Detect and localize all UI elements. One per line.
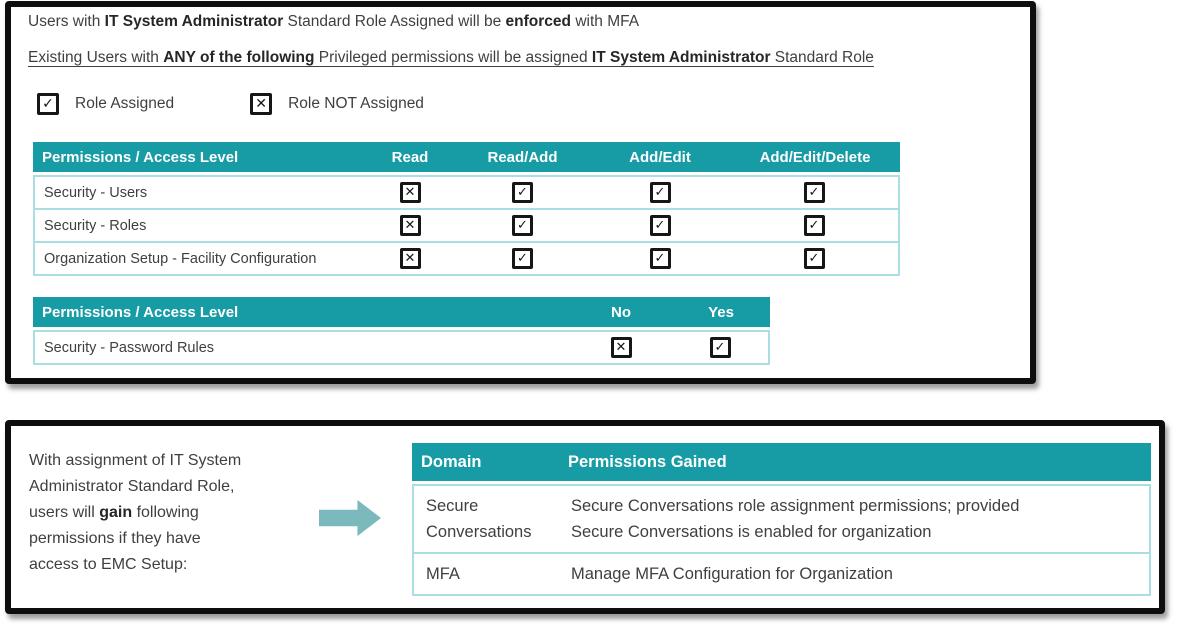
checkbox-cell: ✓ [672,330,770,365]
description-line: access to EMC Setup: [29,552,241,578]
checkbox-cell: ✓ [730,175,900,210]
legend-item: ✕ Role NOT Assigned [250,93,424,115]
text-segment: Standard Role [770,49,874,66]
description-line: Administrator Standard Role, [29,474,241,500]
checkbox-checked-icon: ✓ [512,248,533,269]
row-label: Security - Roles [33,210,365,243]
gain-description: With assignment of IT System Administrato… [29,448,241,578]
checkbox-cell: ✓ [730,243,900,276]
description-line: With assignment of IT System [29,448,241,474]
mfa-enforcement-text: Users with IT System Administrator Stand… [28,13,639,31]
text-segment: permissions if they have [29,530,201,547]
text-segment: Users with [28,13,105,30]
checkbox-checked-icon: ✓ [37,93,59,115]
password-rules-table: Permissions / Access Level No Yes Security … [33,297,770,365]
text-segment: gain [99,504,133,521]
domain-cell: MFA [412,554,559,596]
checkbox-cell: ✕ [365,175,455,210]
column-header: Permissions Gained [559,443,1151,484]
legend-item: ✓ Role Assigned [37,93,174,115]
description-line: users will gain following [29,500,241,526]
table-row: Security - Password Rules ✕ ✓ [33,330,770,365]
checkbox-checked-icon: ✓ [512,215,533,236]
column-header: Yes [672,297,770,330]
table-row: Security - Users ✕ ✓ ✓ ✓ [33,175,900,210]
column-header: Add/Edit/Delete [730,142,900,175]
privileged-permissions-heading: Existing Users with ANY of the following… [28,49,874,67]
column-header: Permissions / Access Level [33,142,365,175]
permissions-line: Secure Conversations role assignment per… [571,497,1020,515]
checkbox-checked-icon: ✓ [803,182,825,203]
checkbox-cell: ✕ [365,243,455,276]
checkbox-cell: ✓ [590,210,730,243]
checkbox-legend: ✓ Role Assigned ✕ Role NOT Assigned [37,93,424,115]
text-segment: IT System Administrator [591,49,771,66]
legend-label: Role NOT Assigned [288,95,424,112]
column-header: Add/Edit [590,142,730,175]
checkbox-checked-icon: ✓ [803,248,825,269]
column-header: No [570,297,672,330]
table-row: Security - Roles ✕ ✓ ✓ ✓ [33,210,900,243]
legend-label: Role Assigned [75,95,175,112]
checkbox-crossed-icon: ✕ [610,337,632,358]
checkbox-cell: ✓ [455,210,590,243]
checkbox-cell: ✓ [730,210,900,243]
text-segment: ANY of the following [163,49,315,66]
mfa-enforcement-panel: Users with IT System Administrator Stand… [5,1,1036,384]
checkbox-cell: ✓ [590,175,730,210]
column-header: Permissions / Access Level [33,297,570,330]
text-segment: Privileged permissions will be assigned [314,49,592,66]
row-label: Organization Setup - Facility Configurat… [33,243,365,276]
checkbox-checked-icon: ✓ [803,215,825,236]
text-segment: with MFA [571,13,640,30]
checkbox-crossed-icon: ✕ [399,248,421,269]
permissions-cell: Secure Conversations role assignment per… [559,484,1151,554]
column-header: Domain [412,443,559,484]
table-row: MFA Manage MFA Configuration for Organiza… [412,554,1151,596]
permissions-gained-table: Domain Permissions Gained Secure Conversat… [412,443,1151,596]
text-segment: enforced [505,13,572,30]
text-segment: access to EMC Setup: [29,556,188,573]
text-segment: With assignment of IT System [29,452,242,469]
checkbox-checked-icon: ✓ [649,182,671,203]
text-segment: following [132,504,199,521]
checkbox-cell: ✓ [590,243,730,276]
permissions-gained-panel: With assignment of IT System Administrato… [5,420,1165,614]
checkbox-cell: ✓ [455,175,590,210]
checkbox-crossed-icon: ✕ [250,93,273,115]
checkbox-checked-icon: ✓ [649,248,671,269]
text-segment: Standard Role Assigned will be [283,13,506,30]
permissions-line: Secure Conversations is enabled for orga… [571,523,932,541]
description-line: permissions if they have [29,526,241,552]
checkbox-checked-icon: ✓ [649,215,671,236]
checkbox-crossed-icon: ✕ [399,182,421,203]
checkbox-cell: ✓ [455,243,590,276]
text-segment: IT System Administrator [104,13,284,30]
text-segment: Administrator Standard Role, [29,478,235,495]
checkbox-crossed-icon: ✕ [399,215,421,236]
text-segment: users will [29,504,100,521]
row-label: Security - Users [33,175,365,210]
privileged-permissions-table: Permissions / Access Level Read Read/Add Ad… [33,142,900,276]
table-row: Organization Setup - Facility Configurat… [33,243,900,276]
row-label: Security - Password Rules [33,330,570,365]
domain-cell: Secure Conversations [412,484,559,554]
permissions-cell: Manage MFA Configuration for Organizatio… [559,554,1151,596]
checkbox-checked-icon: ✓ [512,182,533,203]
column-header: Read/Add [455,142,590,175]
text-segment: Existing Users with [28,49,164,66]
column-header: Read [365,142,455,175]
checkbox-cell: ✕ [570,330,672,365]
checkbox-cell: ✕ [365,210,455,243]
right-block-arrow-icon [319,500,381,536]
table-row: Secure Conversations Secure Conversations… [412,484,1151,554]
checkbox-checked-icon: ✓ [709,337,731,358]
permissions-line: Manage MFA Configuration for Organizatio… [571,565,893,583]
